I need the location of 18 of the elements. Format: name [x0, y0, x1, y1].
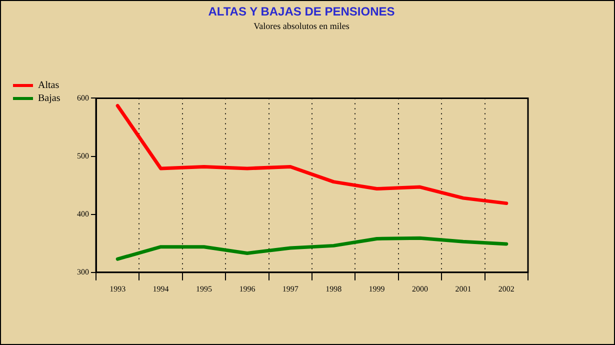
x-tick-label: 2001 — [455, 284, 472, 294]
x-tick-label: 1998 — [326, 284, 342, 294]
chart-title: ALTAS Y BAJAS DE PENSIONES — [208, 4, 395, 19]
x-tick-label: 1996 — [239, 284, 256, 294]
x-tick-label: 2000 — [412, 284, 428, 294]
chart-subtitle: Valores absolutos en miles — [254, 21, 350, 32]
x-tick-label: 2002 — [498, 284, 514, 294]
y-tick-label: 500 — [77, 151, 89, 160]
y-tick-label: 300 — [77, 267, 89, 276]
legend-label: Altas — [38, 80, 60, 91]
y-tick-label: 400 — [77, 209, 89, 218]
legend-label: Bajas — [38, 93, 60, 104]
y-tick-label: 600 — [77, 93, 89, 102]
x-tick-label: 1999 — [368, 284, 385, 294]
x-tick-label: 1995 — [196, 284, 212, 294]
x-tick-label: 1997 — [282, 284, 298, 294]
x-tick-label: 1994 — [152, 284, 169, 294]
x-tick-label: 1993 — [110, 284, 126, 294]
